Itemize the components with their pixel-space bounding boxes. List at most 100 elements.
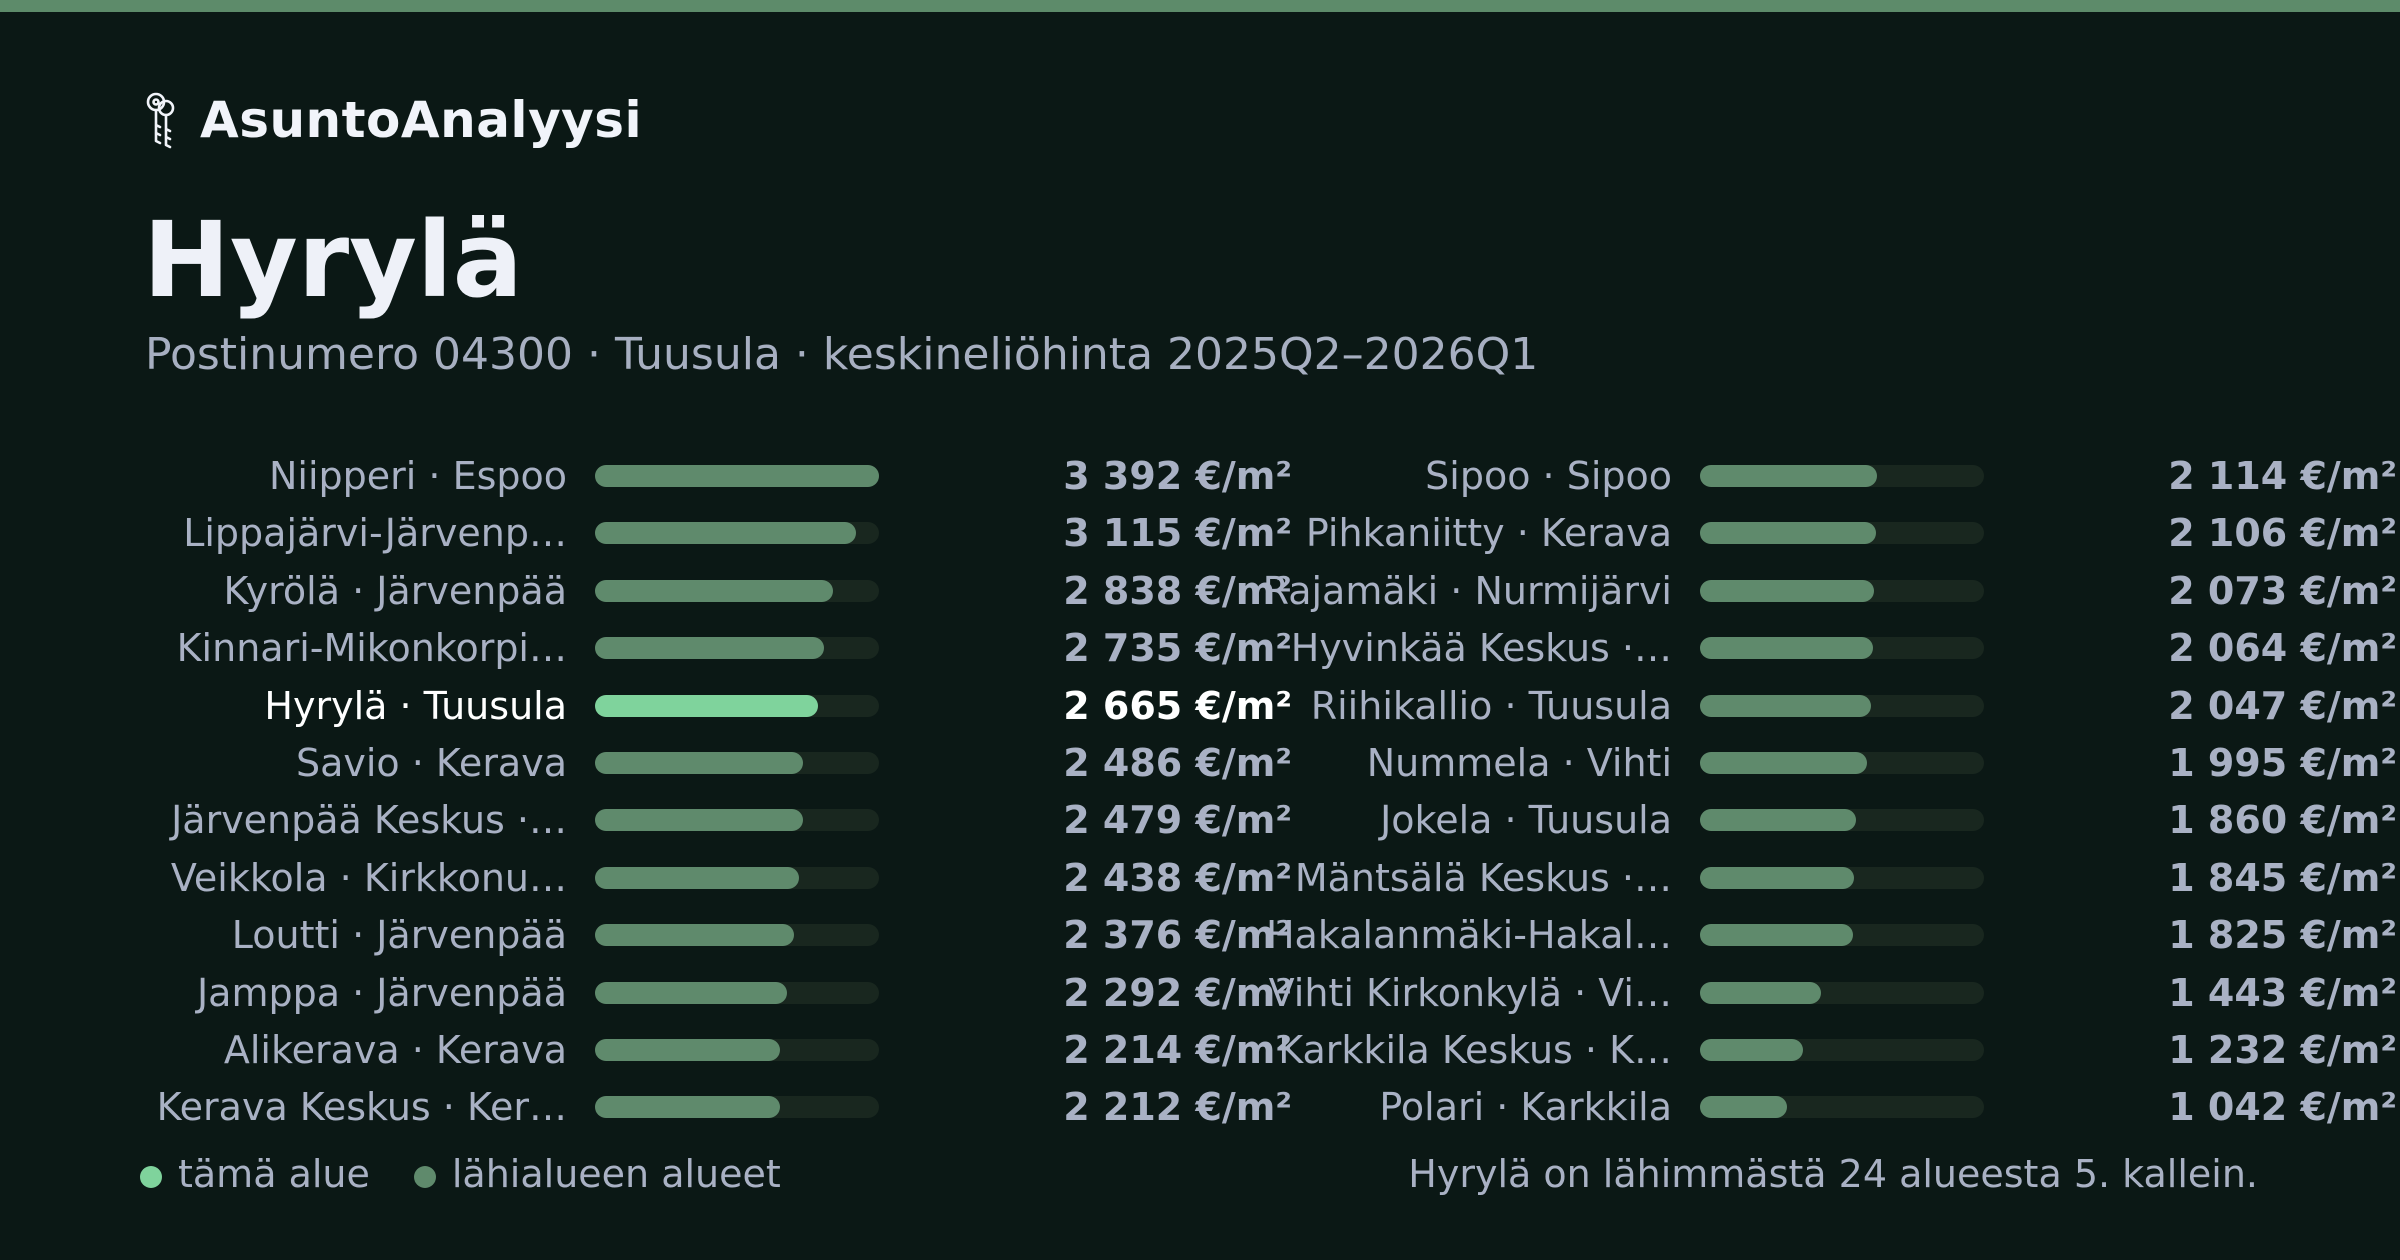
- bar-track: [595, 1096, 879, 1119]
- bar: [1700, 465, 1877, 487]
- price-label: 1 042 €/m²: [2168, 1085, 2397, 1130]
- price-label: 2 106 €/m²: [2168, 511, 2397, 556]
- price-label: 3 392 €/m²: [1063, 454, 1292, 498]
- ranking-column-right: Sipoo · Sipoo 2 114 €/m² Pihkaniitty · Ker…: [1245, 450, 2397, 1139]
- area-label: Polari · Karkkila: [1379, 1085, 1672, 1130]
- bar-track: [595, 1038, 879, 1061]
- ranking-row: Lippajärvi-Järvenp… 3 115 €/m²: [140, 507, 1292, 564]
- bar-track: [595, 981, 879, 1004]
- bar-track: [1700, 1038, 1984, 1061]
- price-label: 2 438 €/m²: [1063, 855, 1292, 900]
- price-label: 2 735 €/m²: [1063, 626, 1292, 671]
- ranking-row: Hyvinkää Keskus ·… 2 064 €/m²: [1245, 622, 2397, 679]
- ranking-row: Kinnari-Mikonkorpi… 2 735 €/m²: [140, 622, 1292, 679]
- keys-icon: [140, 90, 180, 150]
- area-label: Mäntsälä Keskus ·…: [1294, 855, 1672, 900]
- bar-track: [1700, 981, 1984, 1004]
- ranking-row: Mäntsälä Keskus ·… 1 845 €/m²: [1245, 852, 2397, 909]
- area-label: Järvenpää Keskus ·…: [171, 798, 567, 843]
- bar: [1700, 522, 1876, 545]
- bar-track: [1700, 751, 1984, 774]
- area-label: Jamppa · Järvenpää: [196, 970, 567, 1015]
- price-label: 2 064 €/m²: [2168, 626, 2397, 671]
- area-label: Riihikallio · Tuusula: [1310, 683, 1672, 728]
- bar: [595, 637, 824, 660]
- legend-label-neighbors: lähialueen alueet: [451, 1152, 781, 1196]
- bar-track: [1700, 1096, 1984, 1119]
- area-label: Kerava Keskus · Ker…: [156, 1085, 567, 1130]
- area-label: Hyrylä · Tuusula: [264, 683, 567, 728]
- area-label: Kyrölä · Järvenpää: [223, 568, 567, 613]
- ranking-row: Karkkila Keskus · K… 1 232 €/m²: [1245, 1024, 2397, 1081]
- ranking-row: Järvenpää Keskus ·… 2 479 €/m²: [140, 794, 1292, 851]
- bar-track: [1700, 522, 1984, 545]
- area-label: Rajamäki · Nurmijärvi: [1262, 568, 1672, 613]
- bar: [595, 465, 879, 487]
- price-label: 2 486 €/m²: [1063, 740, 1292, 785]
- price-label: 3 115 €/m²: [1063, 511, 1292, 556]
- legend-item-neighbors: lähialueen alueet: [413, 1152, 781, 1196]
- price-label: 1 845 €/m²: [2168, 855, 2397, 900]
- ranking-row: Jamppa · Järvenpää 2 292 €/m²: [140, 967, 1292, 1024]
- bar-track: [1700, 866, 1984, 889]
- price-label: 1 995 €/m²: [2168, 740, 2397, 785]
- area-label: Nummela · Vihti: [1366, 740, 1672, 785]
- bar-track: [595, 522, 879, 545]
- price-label: 2 838 €/m²: [1063, 568, 1292, 613]
- bar: [595, 579, 833, 602]
- legend-dot-neighbors: [413, 1166, 436, 1188]
- bar-track: [595, 465, 879, 487]
- bar-track: [595, 579, 879, 602]
- page-subtitle: Postinumero 04300 · Tuusula · keskineliö…: [145, 329, 1539, 380]
- bar: [1700, 751, 1867, 774]
- ranking-row: Hakalanmäki-Hakal… 1 825 €/m²: [1245, 909, 2397, 966]
- price-label: 1 825 €/m²: [2168, 913, 2397, 958]
- bar: [595, 981, 787, 1004]
- ranking-row: Sipoo · Sipoo 2 114 €/m²: [1245, 450, 2397, 507]
- ranking-row: Jokela · Tuusula 1 860 €/m²: [1245, 794, 2397, 851]
- bar-track: [595, 694, 879, 717]
- price-label: 2 212 €/m²: [1063, 1085, 1292, 1130]
- area-label: Vihti Kirkonkylä · Vi…: [1268, 970, 1672, 1015]
- price-label: 2 214 €/m²: [1063, 1027, 1292, 1072]
- area-label: Lippajärvi-Järvenp…: [183, 511, 567, 556]
- bar-current: [595, 694, 818, 717]
- bar: [1700, 694, 1871, 717]
- ranking-row: Niipperi · Espoo 3 392 €/m²: [140, 450, 1292, 507]
- ranking-row: Rajamäki · Nurmijärvi 2 073 €/m²: [1245, 565, 2397, 622]
- bar-track: [1700, 579, 1984, 602]
- ranking-row: Riihikallio · Tuusula 2 047 €/m²: [1245, 680, 2397, 737]
- legend: tämä alue lähialueen alueet: [140, 1152, 825, 1196]
- bar-track: [595, 637, 879, 660]
- bar: [1700, 981, 1821, 1004]
- price-label: 2 047 €/m²: [2168, 683, 2397, 728]
- legend-label-current: tämä alue: [178, 1152, 370, 1196]
- accent-strip: [0, 0, 2400, 12]
- area-label: Loutti · Järvenpää: [231, 913, 567, 958]
- price-label: 2 665 €/m²: [1063, 683, 1292, 728]
- bar-track: [1700, 637, 1984, 660]
- rank-footnote: Hyrylä on lähimmästä 24 alueesta 5. kall…: [1408, 1152, 2258, 1196]
- area-label: Kinnari-Mikonkorpi…: [176, 626, 567, 671]
- ranking-row: Pihkaniitty · Kerava 2 106 €/m²: [1245, 507, 2397, 564]
- bar: [1700, 637, 1873, 660]
- bar: [595, 751, 803, 774]
- bar: [595, 1038, 780, 1061]
- brand-name: AsuntoAnalyysi: [200, 91, 643, 149]
- area-label: Sipoo · Sipoo: [1425, 454, 1672, 498]
- area-label: Jokela · Tuusula: [1380, 798, 1672, 843]
- ranking-row: Veikkola · Kirkkonu… 2 438 €/m²: [140, 852, 1292, 909]
- ranking-row: Polari · Karkkila 1 042 €/m²: [1245, 1081, 2397, 1138]
- price-label: 1 860 €/m²: [2168, 798, 2397, 843]
- area-label: Karkkila Keskus · K…: [1278, 1027, 1672, 1072]
- ranking-row: Savio · Kerava 2 486 €/m²: [140, 737, 1292, 794]
- ranking-row: Kyrölä · Järvenpää 2 838 €/m²: [140, 565, 1292, 622]
- ranking-row: Alikerava · Kerava 2 214 €/m²: [140, 1024, 1292, 1081]
- bar: [595, 809, 803, 832]
- price-label: 2 114 €/m²: [2168, 454, 2397, 498]
- ranking-row: Nummela · Vihti 1 995 €/m²: [1245, 737, 2397, 794]
- ranking-column-left: Niipperi · Espoo 3 392 €/m² Lippajärvi-Jär…: [140, 450, 1292, 1139]
- ranking-row-current: Hyrylä · Tuusula 2 665 €/m²: [140, 680, 1292, 737]
- ranking-row: Vihti Kirkonkylä · Vi… 1 443 €/m²: [1245, 967, 2397, 1024]
- price-label: 2 479 €/m²: [1063, 798, 1292, 843]
